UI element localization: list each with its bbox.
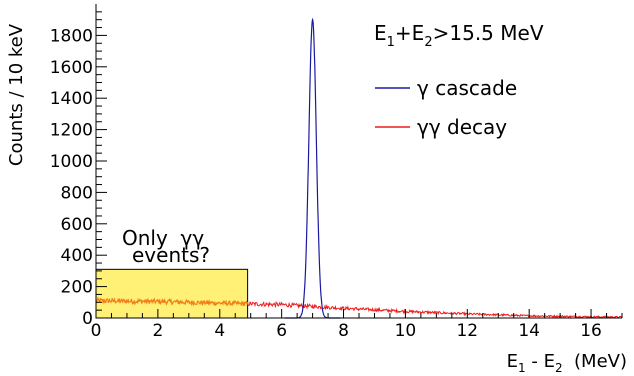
- legend-label-gammagamma-decay: γγ decay: [417, 115, 507, 139]
- legend: γ cascade γγ decay: [375, 76, 517, 139]
- x-tick-label: 14: [518, 321, 540, 341]
- tick-label-layer: 0 2 4 6 8 10 12 14 16 0 200 400 600 800 1000 1200 1400 16…: [50, 26, 602, 341]
- series-gamma-cascade: [284, 17, 341, 319]
- annotation-line-1: Only γγ: [122, 226, 204, 250]
- x-tick-label: 12: [456, 321, 478, 341]
- x-tick-label: 6: [276, 321, 287, 341]
- shaded-region-layer: [95, 268, 249, 319]
- legend-label-gamma-cascade: γ cascade: [417, 76, 517, 100]
- y-tick-label: 1400: [50, 89, 93, 109]
- y-tick-label: 400: [61, 246, 93, 266]
- y-tick-label: 200: [61, 278, 93, 298]
- series-gammagamma-decay: [247, 301, 623, 319]
- annotation-line-2: events?: [132, 243, 210, 267]
- x-tick-label: 16: [580, 321, 602, 341]
- y-tick-label: 0: [82, 309, 93, 329]
- y-axis-title: Counts / 10 keV: [6, 23, 27, 166]
- y-tick-label: 1000: [50, 152, 93, 172]
- axes-layer: [95, 4, 623, 319]
- x-axis-title: E1 - E2 (MeV): [507, 351, 627, 375]
- y-tick-label: 1200: [50, 121, 93, 141]
- y-tick-label: 800: [61, 183, 93, 203]
- y-tick-label: 1800: [50, 26, 93, 46]
- x-tick-label: 0: [91, 321, 102, 341]
- x-tick-label: 4: [214, 321, 225, 341]
- y-tick-label: 1600: [50, 58, 93, 78]
- shaded-region: [95, 268, 249, 319]
- x-tick-label: 2: [152, 321, 163, 341]
- x-tick-label: 10: [395, 321, 417, 341]
- y-tick-label: 600: [61, 215, 93, 235]
- series-gammagamma-decay-overlap: [95, 296, 249, 307]
- x-tick-label: 8: [338, 321, 349, 341]
- energy-cut-label: E1+E2>15.5 MeV: [374, 21, 544, 50]
